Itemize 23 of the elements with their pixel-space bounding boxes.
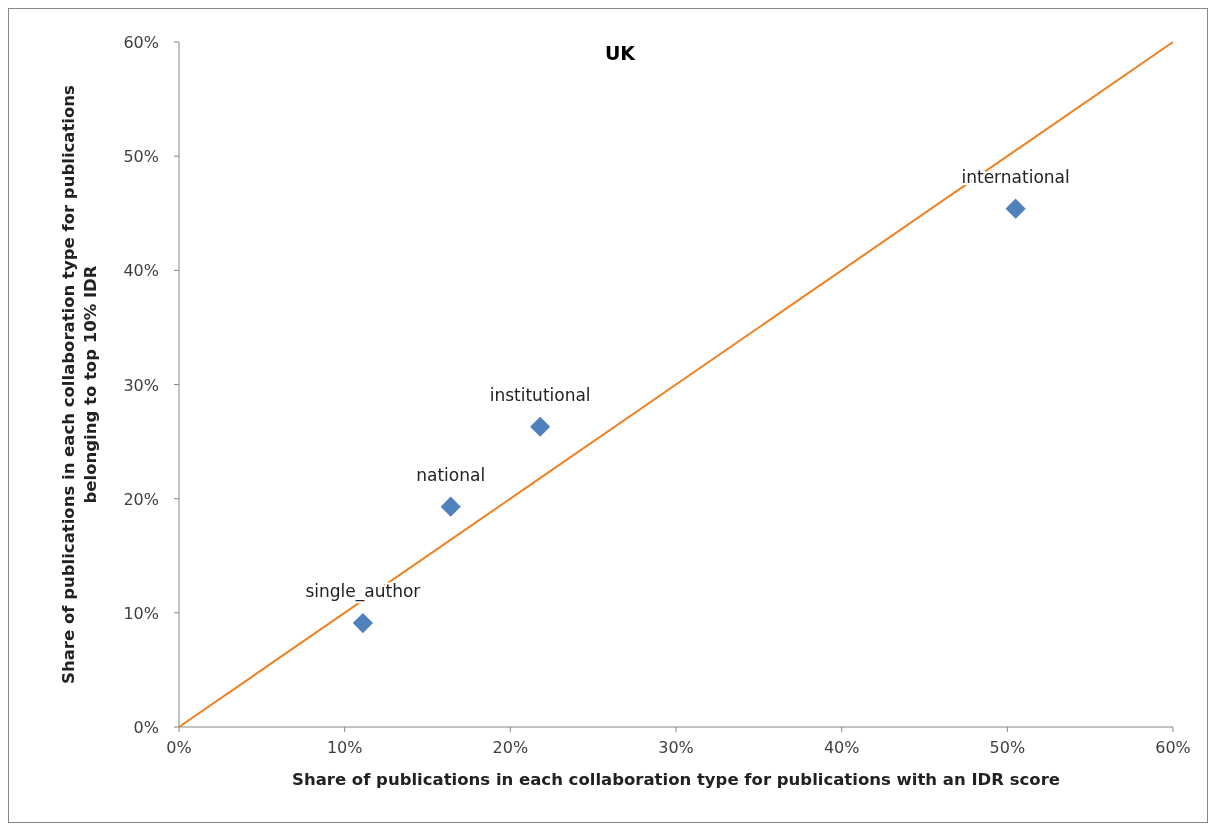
- y-axis-title: Share of publications in each collaboration type for publications belonging to top 10% IDR: [59, 84, 100, 684]
- annotation: institutional: [489, 384, 591, 405]
- y-tick-label: 10%: [123, 603, 159, 623]
- point: [440, 496, 461, 517]
- y-tick-label: 60%: [123, 33, 159, 52]
- x-tick-label: 10%: [326, 738, 363, 757]
- x-axis-title: Share of publications in each collaboration type for publications with an IDR score: [292, 770, 1060, 789]
- annotation: national: [416, 464, 486, 485]
- y-tick-label: 50%: [123, 147, 159, 167]
- x-tick-label: 50%: [989, 738, 1026, 757]
- y-tick-label: 30%: [123, 375, 159, 395]
- x-tick-label: 20%: [492, 738, 529, 757]
- y-tick-label: 20%: [123, 489, 159, 509]
- x-tick-label: 0%: [166, 738, 192, 757]
- x-tick-label: 40%: [823, 738, 860, 757]
- chart-title: UK: [604, 42, 637, 64]
- point: [1005, 198, 1026, 219]
- x-tick-label: 30%: [658, 738, 694, 757]
- point: [352, 613, 373, 634]
- y-tick-label: 0%: [133, 718, 159, 737]
- y-tick-label: 40%: [123, 261, 159, 281]
- point: [530, 416, 551, 437]
- x-tick-label: 60%: [1155, 738, 1191, 757]
